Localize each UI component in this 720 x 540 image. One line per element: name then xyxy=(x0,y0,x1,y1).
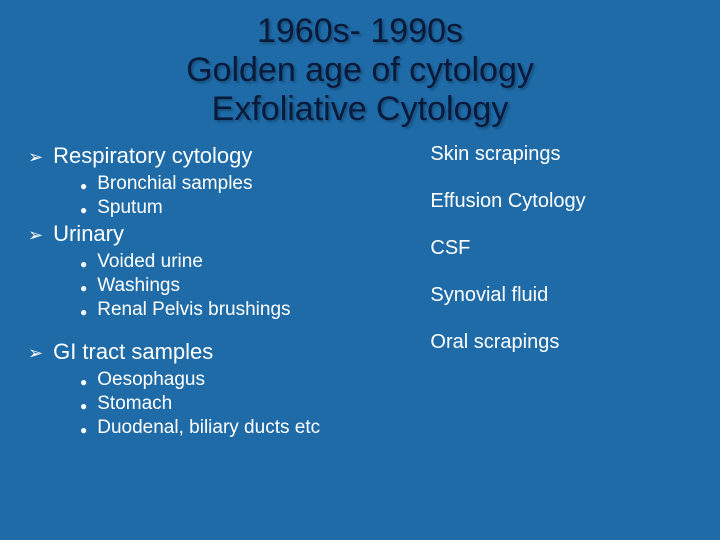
chevron-icon: ➢ xyxy=(28,147,43,168)
section-item: ● Bronchial samples xyxy=(80,173,418,195)
right-item: Skin scrapings xyxy=(430,143,692,166)
title-line-3: Exfoliative Cytology xyxy=(28,90,692,129)
bullet-icon: ● xyxy=(80,179,87,193)
bullet-icon: ● xyxy=(80,203,87,217)
section-item-text: Renal Pelvis brushings xyxy=(97,299,290,321)
title-line-2: Golden age of cytology xyxy=(28,51,692,90)
section-item: ● Renal Pelvis brushings xyxy=(80,299,418,321)
section-item-text: Washings xyxy=(97,275,180,297)
section-item-text: Oesophagus xyxy=(97,369,205,391)
section-item: ● Oesophagus xyxy=(80,369,418,391)
bullet-icon: ● xyxy=(80,399,87,413)
section-heading-text: Urinary xyxy=(53,221,124,247)
section-item: ● Sputum xyxy=(80,197,418,219)
section-item-text: Voided urine xyxy=(97,251,203,273)
slide: 1960s- 1990s Golden age of cytology Exfo… xyxy=(0,0,720,540)
section-heading: ➢ Urinary xyxy=(28,221,418,247)
section-item-text: Sputum xyxy=(97,197,162,219)
section-heading-text: GI tract samples xyxy=(53,339,213,365)
chevron-icon: ➢ xyxy=(28,225,43,246)
title-line-1: 1960s- 1990s xyxy=(28,12,692,51)
section-item-text: Stomach xyxy=(97,393,172,415)
right-item: Effusion Cytology xyxy=(430,190,692,213)
right-item: Synovial fluid xyxy=(430,284,692,307)
title-block: 1960s- 1990s Golden age of cytology Exfo… xyxy=(28,12,692,129)
bullet-icon: ● xyxy=(80,375,87,389)
bullet-icon: ● xyxy=(80,423,87,437)
left-column: ➢ Respiratory cytology ● Bronchial sampl… xyxy=(28,141,426,520)
right-item: Oral scrapings xyxy=(430,331,692,354)
right-column: Skin scrapings Effusion Cytology CSF Syn… xyxy=(426,141,692,520)
spacer xyxy=(28,323,418,337)
section-item-text: Bronchial samples xyxy=(97,173,252,195)
section-item: ● Duodenal, biliary ducts etc xyxy=(80,417,418,439)
content-area: ➢ Respiratory cytology ● Bronchial sampl… xyxy=(28,141,692,520)
section-heading-text: Respiratory cytology xyxy=(53,143,252,169)
bullet-icon: ● xyxy=(80,257,87,271)
section-heading: ➢ GI tract samples xyxy=(28,339,418,365)
bullet-icon: ● xyxy=(80,305,87,319)
section-item: ● Voided urine xyxy=(80,251,418,273)
section-item: ● Washings xyxy=(80,275,418,297)
bullet-icon: ● xyxy=(80,281,87,295)
chevron-icon: ➢ xyxy=(28,343,43,364)
right-item: CSF xyxy=(430,237,692,260)
section-item: ● Stomach xyxy=(80,393,418,415)
section-item-text: Duodenal, biliary ducts etc xyxy=(97,417,320,439)
section-heading: ➢ Respiratory cytology xyxy=(28,143,418,169)
